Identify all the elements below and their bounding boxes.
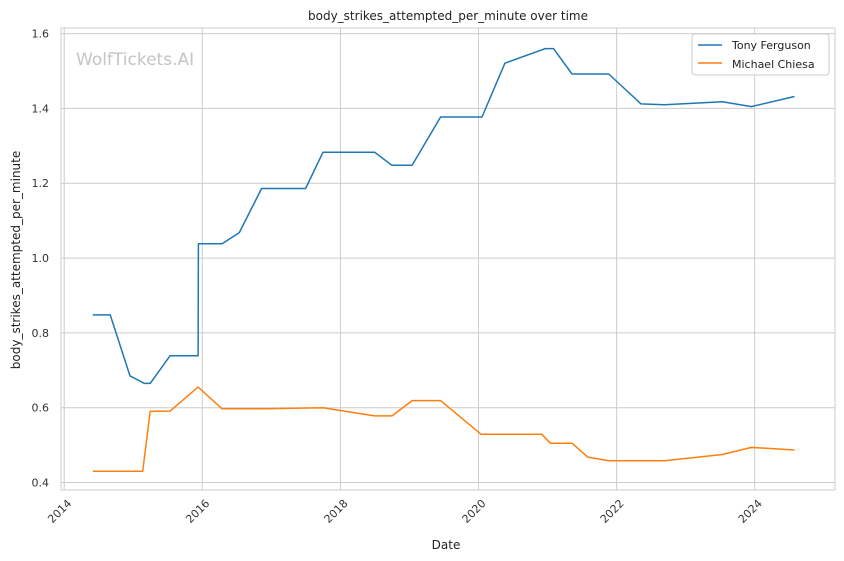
y-tick-label: 1.4	[32, 102, 50, 115]
x-tick-labels: 2014 2016 2018 2020 2022 2024	[45, 497, 764, 526]
x-axis-title: Date	[432, 538, 461, 552]
x-tick-label: 2020	[460, 497, 489, 526]
y-tick-label: 0.6	[32, 402, 50, 415]
chart-title: body_strikes_attempted_per_minute over t…	[308, 9, 588, 23]
y-tick-label: 0.8	[32, 327, 50, 340]
series-line-tony-ferguson	[92, 47, 795, 385]
watermark: WolfTickets.AI	[76, 50, 194, 70]
x-tick-label: 2016	[183, 497, 212, 526]
y-tick-label: 1.0	[32, 252, 50, 265]
series-layer	[92, 47, 795, 473]
y-tick-label: 1.2	[32, 177, 50, 190]
legend-box	[691, 33, 830, 76]
x-tick-label: 2024	[736, 497, 765, 526]
x-gridlines	[63, 28, 756, 490]
x-tick-label: 2014	[45, 497, 74, 526]
y-axis-title: body_strikes_attempted_per_minute	[9, 151, 23, 369]
series-line-michael-chiesa	[92, 386, 795, 473]
x-tick-label: 2018	[322, 497, 351, 526]
plot-area	[60, 27, 836, 491]
y-tick-labels: 0.4 0.6 0.8 1.0 1.2 1.4 1.6	[32, 28, 50, 490]
y-tick-label: 1.6	[32, 28, 50, 41]
legend-label-michael-chiesa: Michael Chiesa	[732, 58, 815, 71]
x-tick-label: 2022	[598, 497, 627, 526]
y-tick-label: 0.4	[32, 477, 50, 490]
legend: Tony Ferguson Michael Chiesa	[691, 33, 830, 76]
legend-label-tony-ferguson: Tony Ferguson	[731, 39, 811, 52]
